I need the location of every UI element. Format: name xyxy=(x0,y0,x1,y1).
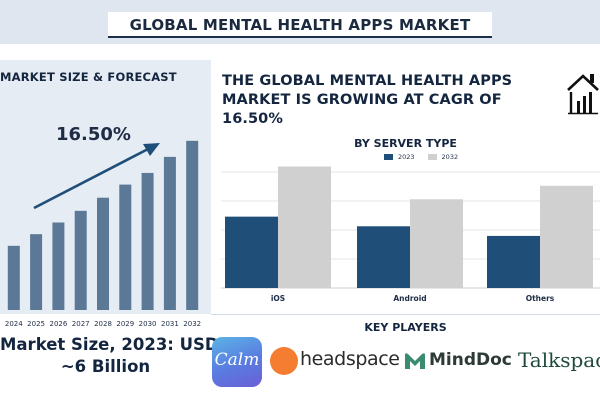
forecast-bar-2029 xyxy=(119,184,132,310)
up-right-arrow-icon xyxy=(143,143,160,156)
forecast-year-label-2028: 2028 xyxy=(94,320,112,328)
forecast-bar-2026 xyxy=(52,222,65,310)
server-category-label-android: Android xyxy=(393,294,426,303)
forecast-year-label-2029: 2029 xyxy=(116,320,134,328)
headspace-logo-icon xyxy=(270,347,298,375)
server-category-label-others: Others xyxy=(526,294,555,303)
server-bar-others-2032 xyxy=(540,185,593,288)
forecast-year-label-2032: 2032 xyxy=(183,320,201,328)
server-category-label-ios: iOS xyxy=(271,294,285,303)
server-bar-android-2032 xyxy=(410,199,463,288)
forecast-year-label-2026: 2026 xyxy=(49,320,67,328)
forecast-bar-2025 xyxy=(30,234,43,310)
forecast-bar-2031 xyxy=(163,156,176,310)
market-size-text: Market Size, 2023: USD ~6 Billion xyxy=(0,334,219,378)
calm-logo: Calm xyxy=(212,337,262,387)
forecast-bar-chart: 2023202420252026202720282029203020312032 xyxy=(0,140,201,328)
legend-swatch-2023 xyxy=(384,154,393,160)
server-type-title: BY SERVER TYPE xyxy=(354,137,457,150)
house-bar-chart-icon xyxy=(567,74,599,115)
forecast-year-label-2030: 2030 xyxy=(139,320,157,328)
legend-item-2023: 2023 xyxy=(384,153,415,161)
forecast-bar-2028 xyxy=(97,197,109,310)
market-size-line-2: ~6 Billion xyxy=(60,357,151,376)
calm-logo-text: Calm xyxy=(214,350,260,370)
server-bar-others-2023 xyxy=(487,235,540,288)
legend-label-2023: 2023 xyxy=(398,153,415,161)
forecast-year-label-2024: 2024 xyxy=(5,320,23,328)
legend-swatch-2032 xyxy=(427,154,437,160)
legend-label-2032: 2032 xyxy=(441,153,459,161)
forecast-bar-2027 xyxy=(74,210,87,310)
forecast-bar-2024 xyxy=(7,245,20,310)
legend-item-2032: 2032 xyxy=(427,153,459,161)
server-bar-ios-2032 xyxy=(278,166,331,288)
forecast-year-label-2025: 2025 xyxy=(27,320,45,328)
forecast-year-label-2027: 2027 xyxy=(72,320,90,328)
cagr-headline: THE GLOBAL MENTAL HEALTH APPS MARKET IS … xyxy=(222,73,513,127)
minddoc-logo-text: MindDoc xyxy=(429,350,512,370)
growth-arrow-shaft xyxy=(33,146,151,210)
server-bar-android-2023 xyxy=(357,226,410,288)
key-players-title: KEY PLAYERS xyxy=(364,321,447,334)
minddoc-logo-icon xyxy=(405,353,425,369)
server-bar-ios-2023 xyxy=(225,216,278,288)
server-type-bar-chart: iOS Android Others xyxy=(221,166,600,303)
forecast-bar-2030 xyxy=(141,172,154,310)
section-divider xyxy=(211,314,600,315)
talkspace-logo-text: Talkspace xyxy=(518,348,600,372)
forecast-heading: MARKET SIZE & FORECAST xyxy=(0,70,177,84)
server-type-legend: 2023 2032 xyxy=(384,153,471,161)
growth-rate-label: 16.50% xyxy=(56,124,131,145)
market-size-line-1: Market Size, 2023: USD xyxy=(0,335,219,354)
forecast-year-label-2031: 2031 xyxy=(161,320,179,328)
title-band: GLOBAL MENTAL HEALTH APPS MARKET xyxy=(108,12,492,38)
headspace-logo-text: headspace xyxy=(300,348,400,370)
forecast-bar-2032 xyxy=(186,140,199,310)
page-title: GLOBAL MENTAL HEALTH APPS MARKET xyxy=(129,16,471,34)
